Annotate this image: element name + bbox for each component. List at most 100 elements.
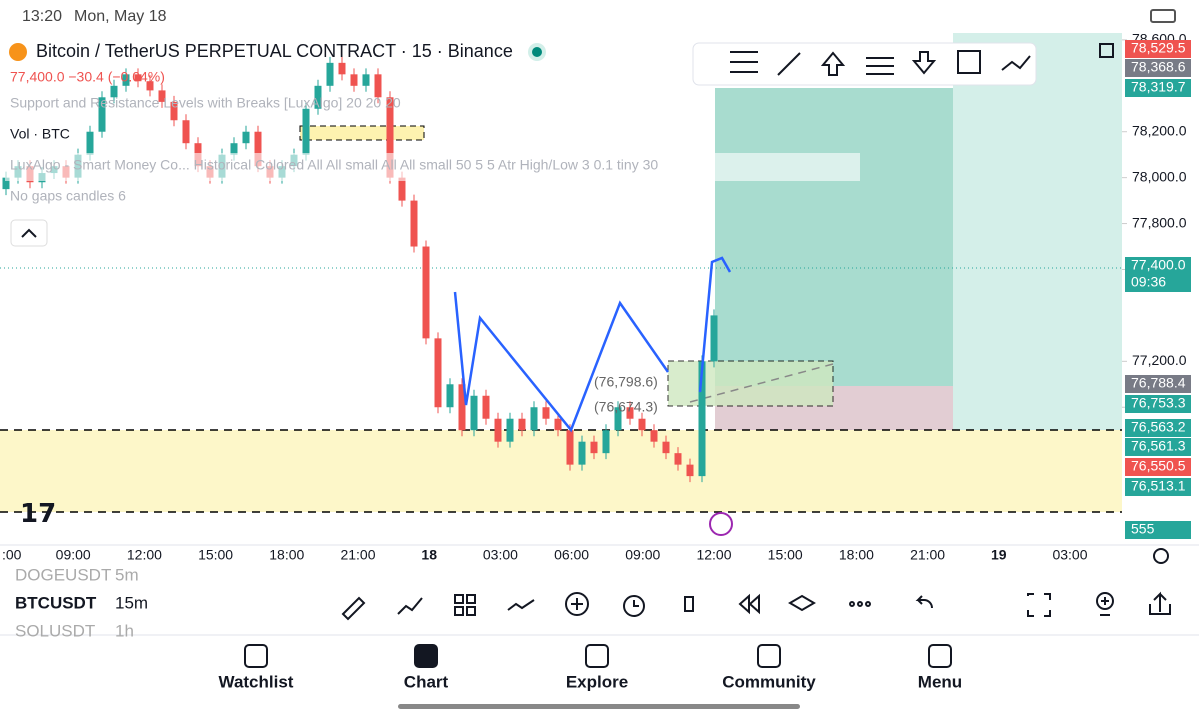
indicator[interactable]: Support and Resistance Levels with Break… <box>10 95 401 111</box>
time-label: 19 <box>991 547 1007 563</box>
candle-body <box>98 97 106 132</box>
indicator[interactable]: LuxAlgo - Smart Money Co... Historical C… <box>10 157 658 173</box>
price-line: 77,400.0 −30.4 (−0.04%) <box>10 69 165 85</box>
nav-label[interactable]: Community <box>722 672 816 691</box>
candle-body <box>422 246 430 339</box>
price-badge <box>1125 478 1191 496</box>
y-tick-label: 77,200.0 <box>1132 352 1187 368</box>
y-tick-label: 78,000.0 <box>1132 168 1187 184</box>
candle-body <box>314 85 322 109</box>
candle-body <box>686 464 694 477</box>
time-label: 03:00 <box>1052 547 1087 563</box>
price-badge-label: 09:36 <box>1131 274 1166 290</box>
candle-body <box>254 131 262 167</box>
price-badge-label: 76,550.5 <box>1131 458 1186 474</box>
candle-body <box>542 407 550 419</box>
time-label: 21:00 <box>340 547 375 563</box>
nav-icon[interactable] <box>928 644 952 668</box>
y-tick-label: 78,200.0 <box>1132 122 1187 138</box>
candle-body <box>86 131 94 155</box>
time-label: 09:00 <box>56 547 91 563</box>
indicator[interactable]: No gaps candles 6 <box>10 188 126 204</box>
candle-body <box>122 74 130 86</box>
time-label: 12:00 <box>127 547 162 563</box>
candle-body <box>446 384 454 408</box>
symbol-interval[interactable]: 15m <box>115 593 148 612</box>
symbol-title[interactable]: Bitcoin / TetherUS PERPETUAL CONTRACT · … <box>36 41 513 61</box>
candle-body <box>590 441 598 454</box>
candle-body <box>662 441 670 454</box>
candle-body <box>158 90 166 102</box>
price-badge <box>1125 438 1191 456</box>
candle-body <box>602 430 610 454</box>
time-label: 21:00 <box>910 547 945 563</box>
candle-body <box>530 407 538 431</box>
candle-body <box>518 418 526 431</box>
time-label: 18:00 <box>839 547 874 563</box>
price-badge-label: 78,529.5 <box>1131 40 1186 56</box>
time-label: 06:00 <box>554 547 589 563</box>
nav-icon[interactable] <box>585 644 609 668</box>
svg-text:𝟭𝟳: 𝟭𝟳 <box>20 498 56 528</box>
symbol-interval[interactable]: 1h <box>115 621 134 640</box>
price-badge <box>1125 274 1191 292</box>
candle-body <box>386 97 394 178</box>
candle-body <box>638 418 646 431</box>
symbol-name[interactable]: SOLUSDT <box>15 621 95 640</box>
nav-label[interactable]: Chart <box>404 672 449 691</box>
candle-body <box>434 338 442 408</box>
candle-body <box>302 108 310 155</box>
candle-body <box>242 131 250 144</box>
symbol-name[interactable]: BTCUSDT <box>15 593 97 612</box>
candle-body <box>710 315 718 362</box>
candle-body <box>554 418 562 431</box>
candle-body <box>134 74 142 82</box>
price-badge-label: 76,753.3 <box>1131 395 1186 411</box>
pattern-label: (76,674.3) <box>594 399 658 415</box>
candle-body <box>326 62 334 86</box>
candle-body <box>230 143 238 155</box>
price-badge <box>1125 395 1191 413</box>
candle-body <box>482 395 490 419</box>
candle-body <box>578 441 586 465</box>
price-badge-label: 76,563.2 <box>1131 419 1186 435</box>
candle-body <box>2 177 10 190</box>
time-label: 15:00 <box>198 547 233 563</box>
symbol-name[interactable]: DOGEUSDT <box>15 565 111 584</box>
candle-body <box>410 200 418 247</box>
status-date: Mon, May 18 <box>74 8 167 25</box>
price-badge <box>1125 257 1191 275</box>
price-badge-label: 76,788.4 <box>1131 375 1186 391</box>
candle-body <box>362 74 370 86</box>
candle-body <box>470 395 478 431</box>
price-badge-label: 78,319.7 <box>1131 79 1186 95</box>
candle-body <box>614 407 622 431</box>
indicator[interactable]: Vol · BTC <box>10 126 70 142</box>
nav-label[interactable]: Watchlist <box>219 672 294 691</box>
candle-body <box>566 430 574 465</box>
candle-body <box>674 453 682 465</box>
time-label: :00 <box>2 547 22 563</box>
candle-body <box>338 62 346 75</box>
time-label: 18:00 <box>269 547 304 563</box>
time-label: 18 <box>421 547 437 563</box>
symbol-interval[interactable]: 5m <box>115 565 139 584</box>
nav-icon[interactable] <box>414 644 438 668</box>
candle-body <box>146 81 154 91</box>
price-badge <box>1125 419 1191 437</box>
nav-label[interactable]: Menu <box>918 672 962 691</box>
price-badge-label: 77,400.0 <box>1131 257 1186 273</box>
candle-body <box>182 120 190 144</box>
time-label: 12:00 <box>696 547 731 563</box>
candle-body <box>506 418 514 442</box>
candle-body <box>170 101 178 121</box>
y-tick-label: 77,800.0 <box>1132 214 1187 230</box>
pattern-label: (76,798.6) <box>594 374 658 390</box>
price-badge-label: 76,561.3 <box>1131 438 1186 454</box>
candle-body <box>458 384 466 431</box>
nav-icon[interactable] <box>244 644 268 668</box>
nav-label[interactable]: Explore <box>566 672 628 691</box>
nav-icon[interactable] <box>757 644 781 668</box>
